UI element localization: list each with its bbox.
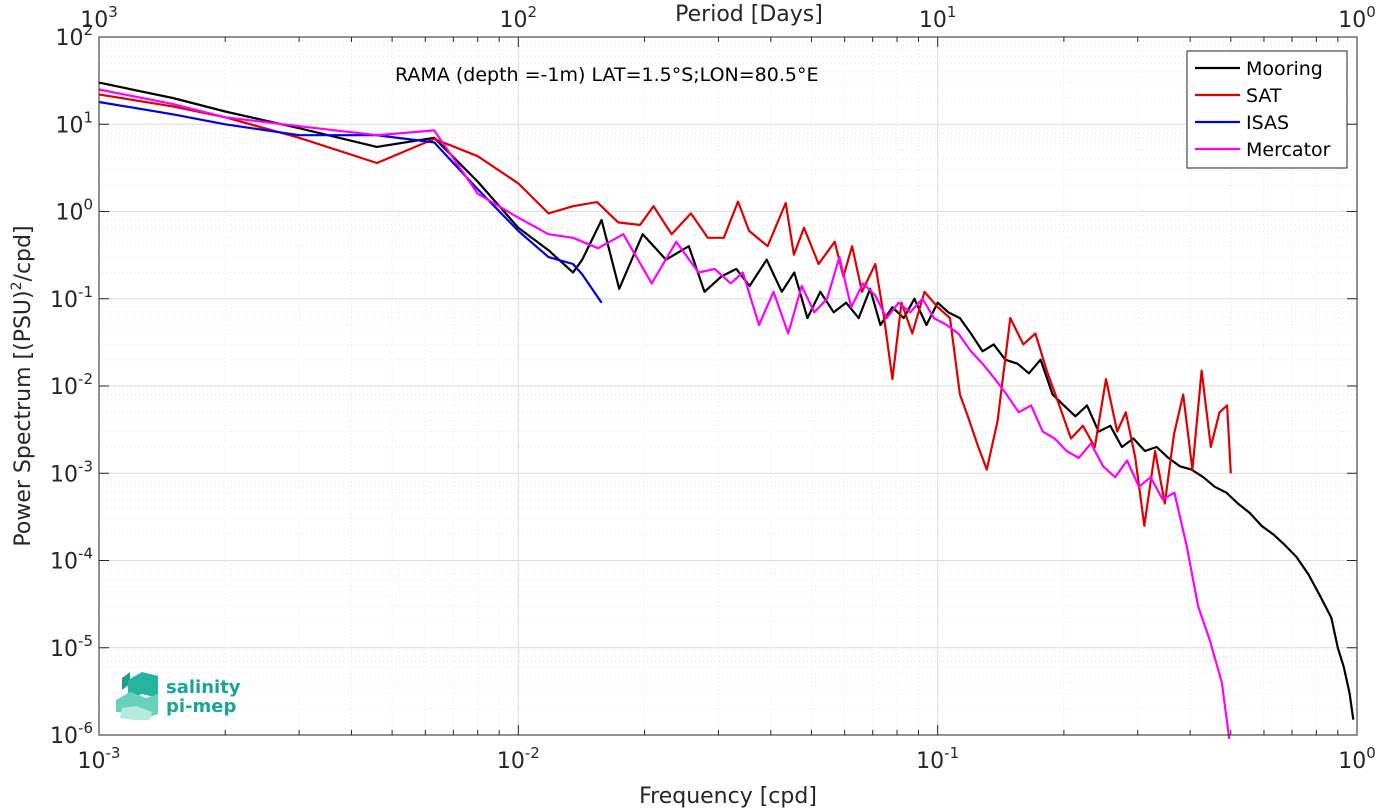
- y-tick-label-base: 10: [50, 288, 78, 313]
- series-layer: [98, 81, 1355, 740]
- y-tick-label: 10-3: [50, 457, 93, 487]
- y-tick-label-base: 10: [55, 26, 83, 51]
- y-tick-label-exp: -3: [78, 457, 93, 475]
- x-tick-label: 10-3: [78, 744, 121, 774]
- series-line-isas: [98, 100, 603, 304]
- x-tick-label-exp: -2: [525, 744, 540, 762]
- x-tick-label-base: 10: [1338, 749, 1366, 774]
- top-tick-label-exp: 1: [947, 3, 957, 21]
- y-tick-label: 101: [55, 108, 93, 138]
- y-tick-label-exp: -6: [78, 719, 93, 737]
- x-tick-label-base: 10: [916, 749, 944, 774]
- x-tick-label-exp: 0: [1366, 744, 1376, 762]
- series-line-sat: [98, 93, 1232, 527]
- y-tick-label-exp: -2: [78, 370, 93, 388]
- series-line-mercator: [98, 88, 1231, 740]
- y-tick-label-exp: -1: [78, 283, 93, 301]
- x-axis-title: Frequency [cpd]: [639, 784, 817, 809]
- y-tick-label: 102: [55, 21, 93, 51]
- x-tick-label: 10-1: [916, 744, 959, 774]
- y-axis-title: Power Spectrum [(PSU)2/cpd]: [9, 225, 36, 546]
- minor-grid: [99, 37, 1357, 735]
- legend-label-mercator: Mercator: [1246, 139, 1331, 161]
- y-tick-label: 10-5: [50, 632, 93, 662]
- x-tick-label: 10-2: [497, 744, 540, 774]
- x-tick-label-exp: -3: [106, 744, 121, 762]
- logo-text-line2: pi-mep: [166, 696, 236, 717]
- y-tick-label: 10-6: [50, 719, 93, 749]
- logo-wave-2: [128, 672, 158, 700]
- y-tick-label-exp: 2: [83, 21, 93, 39]
- legend-label-sat: SAT: [1246, 85, 1282, 107]
- y-tick-label-base: 10: [50, 724, 78, 749]
- top-tick-label: 103: [80, 3, 118, 33]
- x-tick-label-exp: -1: [944, 744, 959, 762]
- y-tick-label: 10-2: [50, 370, 93, 400]
- salinity-pi-mep-logo: salinity pi-mep: [116, 672, 241, 720]
- legend: Mooring SAT ISAS Mercator: [1186, 50, 1348, 169]
- chart-annotation: RAMA (depth =-1m) LAT=1.5°S;LON=80.5°E: [395, 64, 819, 86]
- y-axis-title-sup: 2: [9, 281, 25, 290]
- logo-wave-4: [120, 706, 152, 720]
- top-tick-label-base: 10: [80, 8, 108, 33]
- y-tick-label-base: 10: [50, 462, 78, 487]
- y-axis-title-tail: /cpd]: [11, 225, 36, 281]
- legend-label-isas: ISAS: [1246, 112, 1289, 134]
- top-tick-label: 100: [1338, 3, 1376, 33]
- axis-ticks: [98, 36, 1358, 736]
- y-tick-label: 10-4: [50, 545, 93, 575]
- x-tick-label-base: 10: [497, 749, 525, 774]
- y-axis-title-main: Power Spectrum [(PSU): [11, 290, 36, 546]
- y-tick-label-base: 10: [55, 113, 83, 138]
- series-line-mooring: [98, 81, 1355, 720]
- y-tick-label-base: 10: [50, 550, 78, 575]
- y-tick-label: 10-1: [50, 283, 93, 313]
- top-tick-label-base: 10: [919, 8, 947, 33]
- y-tick-label-base: 10: [55, 201, 83, 226]
- top-tick-label-base: 10: [500, 8, 528, 33]
- y-tick-label-exp: 1: [83, 108, 93, 126]
- x-tick-label-base: 10: [78, 749, 106, 774]
- y-tick-label-base: 10: [50, 375, 78, 400]
- y-tick-label-exp: -5: [78, 632, 93, 650]
- top-tick-label: 101: [919, 3, 957, 33]
- y-tick-label-exp: -4: [78, 545, 93, 563]
- y-tick-label: 100: [55, 196, 93, 226]
- logo-text-line1: salinity: [166, 677, 241, 698]
- top-tick-label-base: 10: [1338, 8, 1366, 33]
- top-axis-title: Period [Days]: [675, 2, 823, 27]
- y-tick-label-base: 10: [50, 637, 78, 662]
- top-tick-label-exp: 2: [528, 3, 538, 21]
- x-tick-label: 100: [1338, 744, 1376, 774]
- legend-label-mooring: Mooring: [1246, 58, 1323, 80]
- top-tick-label: 102: [500, 3, 538, 33]
- top-tick-label-exp: 3: [108, 3, 118, 21]
- y-tick-label-exp: 0: [83, 196, 93, 214]
- top-tick-label-exp: 0: [1366, 3, 1376, 21]
